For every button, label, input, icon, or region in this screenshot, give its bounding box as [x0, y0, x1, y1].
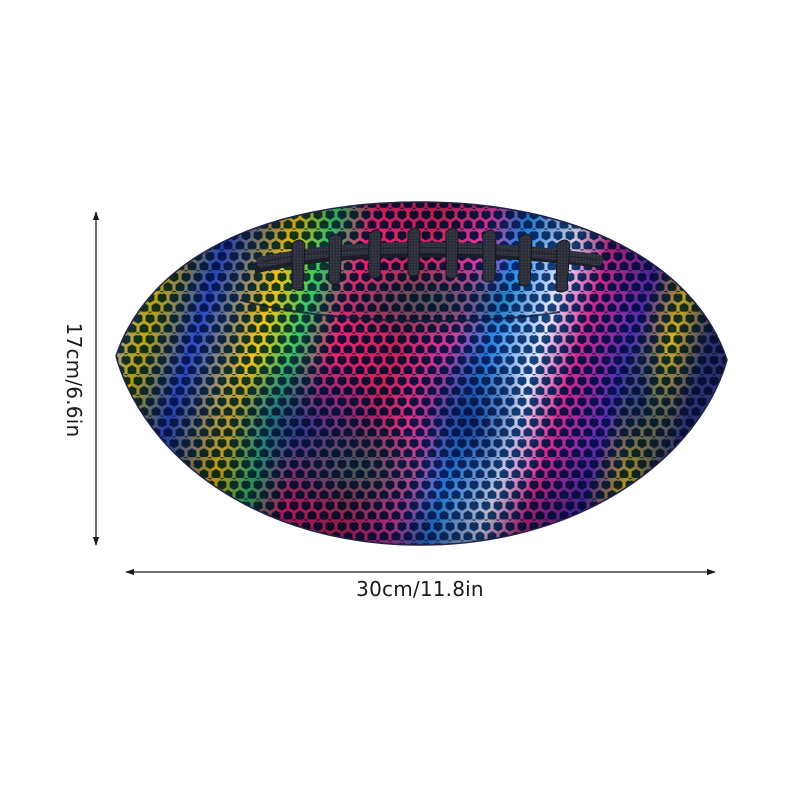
height-label-wrap: 17cm/6.6in: [62, 300, 86, 460]
height-label: 17cm/6.6in: [62, 322, 86, 438]
width-label: 30cm/11.8in: [356, 577, 484, 601]
football-laces: [256, 227, 604, 293]
